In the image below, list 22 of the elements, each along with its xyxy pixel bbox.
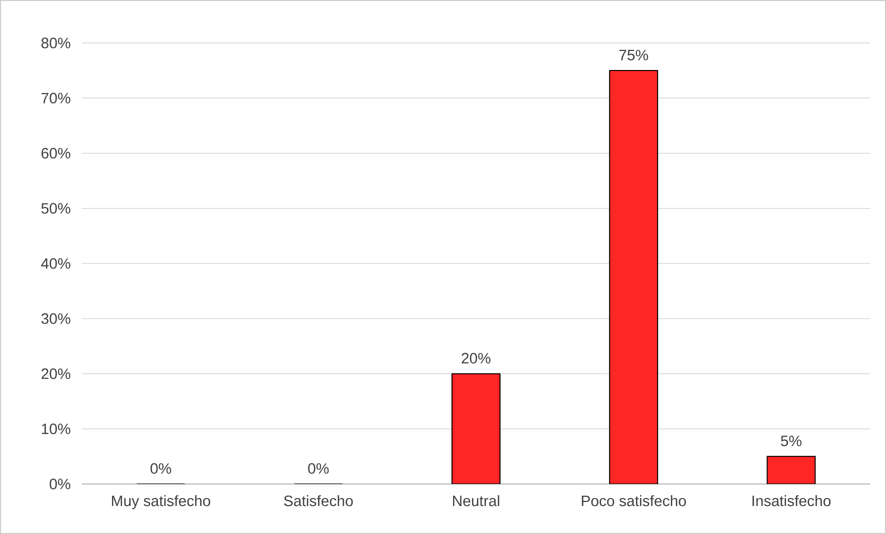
- data-label: 20%: [462, 352, 490, 364]
- y-tick-label: 60%: [42, 148, 70, 159]
- y-tick-label: 30%: [41, 313, 70, 324]
- y-tick-label: 0%: [50, 478, 70, 490]
- x-tick-label: Poco satisfecho: [582, 495, 686, 506]
- y-tick-label: 40%: [41, 258, 70, 269]
- x-tick-label: Neutral: [453, 495, 500, 506]
- data-label: 0%: [150, 463, 172, 474]
- data-label: 5%: [780, 436, 802, 446]
- y-tick-label: 20%: [42, 368, 70, 380]
- bar: [766, 456, 816, 484]
- bar: [609, 70, 658, 484]
- bar: [452, 373, 501, 484]
- y-tick-label: 70%: [42, 92, 70, 104]
- data-label: 75%: [619, 50, 648, 60]
- y-tick-label: 80%: [41, 38, 70, 48]
- x-tick-label: Insatisfecho: [752, 495, 831, 506]
- y-tick-label: 10%: [42, 424, 70, 434]
- x-tick-label: Muy satisfecho: [112, 495, 210, 510]
- x-tick-label: Satisfecho: [284, 495, 353, 506]
- data-label: 0%: [308, 463, 329, 474]
- y-tick-label: 50%: [41, 203, 70, 214]
